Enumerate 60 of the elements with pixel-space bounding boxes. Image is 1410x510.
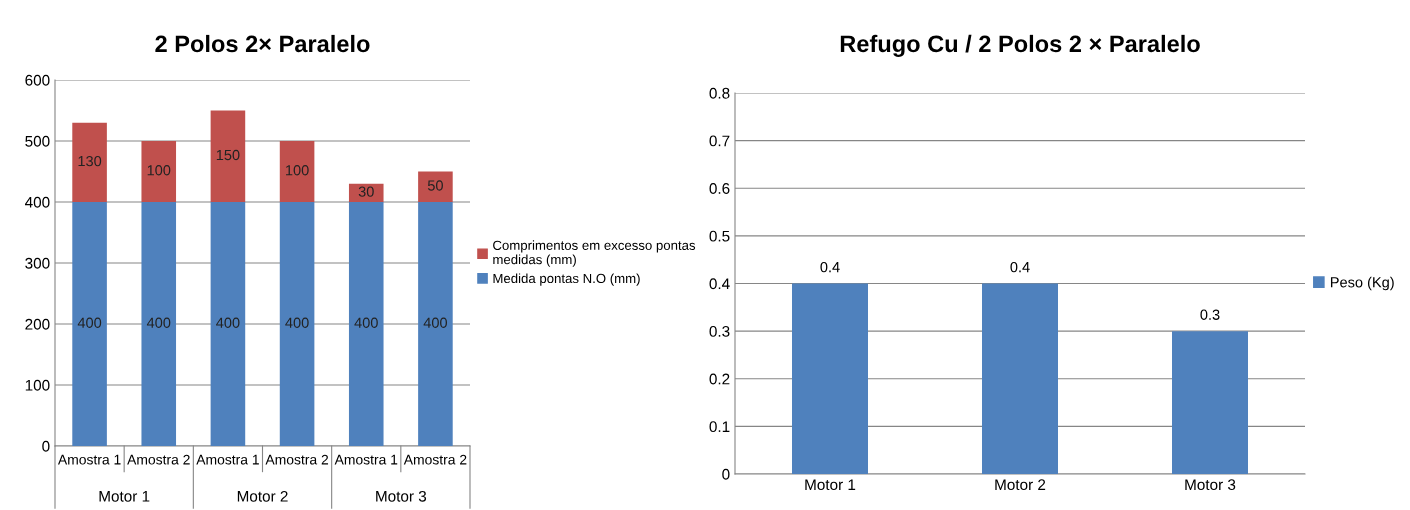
y-tick-label: 0.6 [709, 183, 730, 194]
y-tick-label: 200 [25, 318, 50, 330]
text: Motor 1 [99, 491, 150, 502]
legend-label: Comprimentos em excesso pontas medidas (mm) [493, 240, 696, 267]
legend-label: Medida pontas N.O (mm) [493, 273, 640, 286]
y-tick-label: 0.3 [709, 325, 730, 337]
data-label: 100 [147, 165, 171, 176]
data-label: 100 [286, 165, 309, 176]
bar [210, 202, 246, 446]
x-tick-label: Motor 2 [995, 479, 1046, 491]
data-label: 150 [216, 149, 240, 161]
bar [348, 202, 384, 446]
data-label: 400 [216, 317, 240, 328]
data-label: 400 [423, 317, 448, 328]
y-tick-label: 600 [25, 74, 50, 86]
y-tick-label: 0.7 [709, 135, 730, 147]
text: Motor 3 [376, 490, 427, 502]
data-label: 50 [427, 180, 443, 191]
bar [72, 122, 107, 202]
y-tick-label: 0.4 [709, 278, 730, 290]
data-label: 0.3 [1200, 309, 1220, 320]
data-label: 0.4 [1010, 261, 1030, 273]
y-tick-label: 0 [42, 440, 50, 452]
data-label: 400 [285, 317, 309, 328]
data-label: 400 [77, 317, 102, 328]
bar [141, 141, 177, 202]
y-tick-label: 0.2 [709, 373, 730, 385]
bar [348, 183, 384, 202]
chart-title: Refugo Cu / 2 Polos 2 × Paralelo [840, 34, 1200, 57]
bar [418, 171, 453, 202]
data-label: 400 [354, 317, 378, 328]
text: Motor 2 [237, 490, 288, 502]
data-label: 130 [78, 155, 102, 167]
y-tick-label: 0.8 [709, 87, 730, 99]
bar [210, 110, 246, 202]
bar [141, 202, 177, 446]
y-tick-label: 400 [25, 196, 50, 208]
y-tick-label: 0.1 [709, 421, 730, 433]
data-label: 0.4 [820, 261, 840, 273]
x-tick-label: Motor 3 [1185, 479, 1236, 491]
x-tick-label: Amostra 2 [127, 454, 190, 465]
legend-label: Peso (Kg) [1330, 276, 1394, 291]
x-tick-label: Amostra 2 [403, 454, 467, 465]
y-tick-label: 0.5 [709, 230, 730, 242]
x-tick-label: Motor 1 [805, 479, 856, 491]
data-label: 30 [358, 186, 374, 197]
bar [279, 202, 315, 446]
y-tick-label: 100 [25, 379, 50, 391]
bar [279, 141, 315, 202]
y-tick-label: 500 [25, 135, 50, 147]
data-label: 400 [146, 317, 171, 328]
bar [72, 202, 107, 446]
x-tick-label: Amostra 1 [57, 454, 121, 465]
chart-title: 2 Polos 2× Paralelo [155, 34, 370, 53]
x-tick-label: Amostra 1 [196, 454, 259, 465]
y-tick-label: 0 [722, 468, 730, 480]
y-tick-label: 300 [25, 257, 50, 269]
x-tick-label: Amostra 1 [334, 454, 398, 465]
bar [418, 202, 453, 446]
x-tick-label: Amostra 2 [265, 454, 329, 465]
